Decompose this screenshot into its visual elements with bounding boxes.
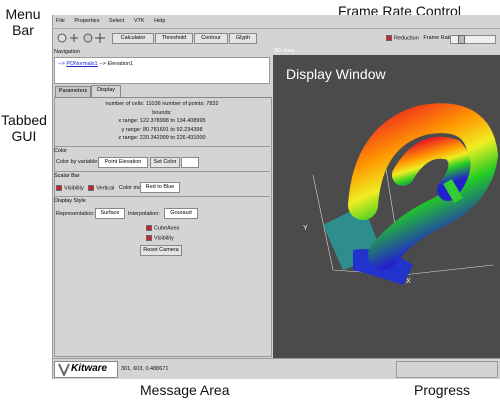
label: Visibility xyxy=(64,185,84,192)
tab-panel xyxy=(54,97,272,357)
surface xyxy=(443,178,463,204)
logo-text: Kitware xyxy=(71,363,108,374)
icon[interactable] xyxy=(57,33,67,43)
progress-bar xyxy=(396,361,498,378)
display-window: X Y xyxy=(273,55,500,358)
arrow: --> xyxy=(99,61,106,67)
annotation: Progress xyxy=(414,382,471,398)
menu-item[interactable]: File xyxy=(56,18,65,24)
label: Representation: xyxy=(56,211,95,217)
nav-item: Elevation1 xyxy=(107,61,134,67)
slider[interactable] xyxy=(450,35,496,44)
toolbar-icons xyxy=(57,33,105,43)
label: Color by variable: xyxy=(56,159,99,165)
label: Frame Rate xyxy=(423,35,453,42)
checkbox[interactable] xyxy=(88,185,95,191)
annotation: Display Window xyxy=(286,66,386,82)
dropdown[interactable]: Surface xyxy=(95,208,125,219)
checkbox[interactable] xyxy=(56,185,62,191)
checkbox[interactable] xyxy=(146,225,152,231)
button[interactable]: Set Color xyxy=(150,157,180,168)
surface xyxy=(348,103,499,270)
annotation: Tabbed GUI xyxy=(1,112,47,144)
menu-item[interactable]: VTK xyxy=(133,18,145,24)
button[interactable]: Reset Camera xyxy=(140,245,182,256)
logo-icon xyxy=(58,363,70,376)
arrow: --> xyxy=(58,61,65,67)
label: Vertical xyxy=(96,185,115,192)
checkbox[interactable] xyxy=(146,235,152,241)
slider-thumb[interactable] xyxy=(458,35,465,44)
menu-item[interactable]: Select xyxy=(109,18,125,24)
section-header: Display Style xyxy=(54,196,270,204)
checkbox-row: CubeAxes xyxy=(146,225,179,231)
label: CubeAxes xyxy=(154,225,180,232)
dropdown[interactable]: Gouraud xyxy=(164,208,198,219)
color-swatch[interactable] xyxy=(181,157,199,168)
info-line: z range: 220.342999 to 226.431000 xyxy=(118,135,206,141)
icon[interactable] xyxy=(83,33,93,43)
checkbox[interactable] xyxy=(386,35,392,41)
separator xyxy=(52,28,500,29)
section-header: Color xyxy=(54,146,270,154)
annotation: Message Area xyxy=(140,382,230,398)
nav-link[interactable]: PDNormals1 xyxy=(66,61,98,67)
menu-item[interactable]: Properties xyxy=(74,18,100,24)
dropdown[interactable]: Red to Blue xyxy=(140,182,180,193)
label: Color map: xyxy=(118,185,146,192)
section-label: Navigation xyxy=(54,49,80,55)
label: Reduction xyxy=(394,35,419,42)
button[interactable]: Contour xyxy=(194,33,228,44)
surface xyxy=(392,136,471,201)
separator xyxy=(52,358,500,359)
annotation: Menu Bar xyxy=(5,6,41,38)
button[interactable]: Calculator xyxy=(112,33,154,44)
info-line: bounds: xyxy=(152,109,172,116)
button[interactable]: Glyph xyxy=(229,33,257,44)
label: Visibility xyxy=(154,235,174,242)
info-line: x range: 122.378998 to 134.408995 xyxy=(118,118,206,124)
scalar-bar-row: Visibility Vertical Color map: xyxy=(56,185,146,191)
icon[interactable] xyxy=(70,34,78,42)
icon[interactable] xyxy=(95,33,105,43)
info-line: y range: 80.781691 to 92.234398 xyxy=(121,126,203,133)
logo: Kitware xyxy=(54,361,118,378)
section-header: Scalar Bar xyxy=(54,171,270,179)
info-line: number of cells: 11036 number of points:… xyxy=(105,101,219,107)
tab[interactable]: Display xyxy=(91,85,121,97)
navigation-box: --> PDNormals1 --> Elevation1 xyxy=(54,57,270,84)
message: 301, 603, 0.488671 xyxy=(121,366,169,372)
checkbox-row: Visibility xyxy=(146,235,174,241)
menu-item[interactable]: Help xyxy=(154,18,166,24)
info: number of cells: 11036 number of points:… xyxy=(54,100,270,143)
view-title: 3D View xyxy=(274,48,295,54)
button[interactable]: Threshold xyxy=(155,33,193,44)
menu-bar: File Properties Select VTK Help xyxy=(56,18,165,24)
frame-rate-control: Reduction Frame Rate xyxy=(386,35,452,41)
axis-label: X xyxy=(406,278,411,285)
axis-label: Y xyxy=(303,225,308,232)
label: Interpolation: xyxy=(128,211,160,217)
dropdown[interactable]: Point Elevation xyxy=(98,157,148,168)
